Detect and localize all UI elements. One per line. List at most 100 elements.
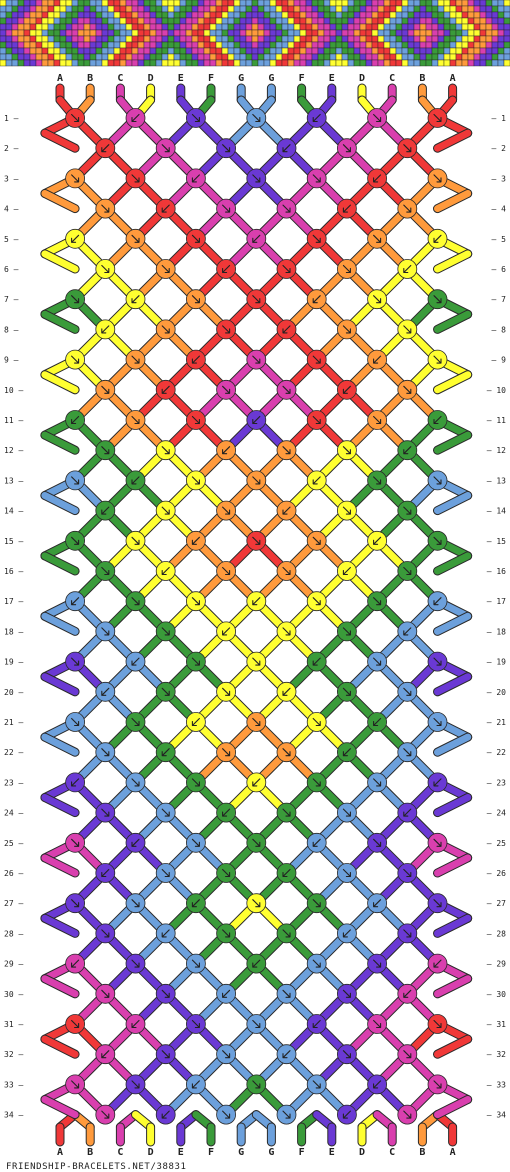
header-cell — [413, 5, 421, 13]
header-cell — [47, 5, 55, 13]
knot — [246, 953, 267, 974]
header-cell — [425, 41, 433, 49]
header-cell — [359, 53, 367, 61]
header-cell — [299, 47, 307, 55]
knot-direction-arrow-icon — [282, 627, 291, 636]
knot-direction-arrow-icon — [71, 899, 80, 908]
header-cell — [299, 41, 307, 49]
edge-thread — [41, 733, 79, 756]
header-cell — [413, 35, 421, 43]
header-cell — [425, 47, 433, 55]
edge-thread — [41, 975, 79, 998]
row-number-right: — 19 — [487, 658, 506, 667]
header-cell — [365, 41, 373, 49]
header-cell — [137, 47, 145, 55]
knot — [397, 379, 418, 400]
header-cell — [59, 41, 67, 49]
header-cell — [413, 59, 421, 67]
header-cell — [83, 41, 91, 49]
header-cell — [185, 29, 193, 37]
knot — [397, 681, 418, 702]
edge-thread — [434, 612, 472, 635]
header-cell — [245, 23, 253, 31]
knot — [65, 410, 85, 430]
header-cell — [365, 0, 373, 7]
header-cell — [23, 41, 31, 49]
header-cell — [497, 47, 505, 55]
header-cell — [491, 17, 499, 25]
header-cell — [455, 59, 463, 67]
header-cell — [107, 29, 115, 37]
knot — [427, 953, 448, 974]
knot — [336, 742, 357, 763]
row-number-right: — 10 — [487, 386, 506, 395]
knot — [336, 138, 357, 159]
knot-direction-arrow-icon — [433, 597, 442, 606]
header-cell — [257, 17, 265, 25]
header-cell — [491, 5, 499, 13]
knot-direction-arrow-icon — [342, 687, 351, 696]
header-cell — [425, 5, 433, 13]
header-cell — [287, 11, 295, 19]
header-cell — [143, 41, 151, 49]
row-number-right: — 1 — [492, 114, 507, 123]
header-cell — [383, 47, 391, 55]
header-cell — [341, 5, 349, 13]
header-cell — [467, 41, 475, 49]
knot-direction-arrow-icon — [312, 778, 321, 787]
bottom-strand-label: E — [329, 1147, 335, 1158]
header-cell — [53, 59, 61, 67]
knot-direction-arrow-icon — [161, 566, 170, 576]
knot — [306, 651, 327, 672]
bottom-strand-label: G — [238, 1147, 244, 1158]
header-cell — [197, 5, 205, 13]
header-cell — [257, 5, 265, 13]
row-number-right: — 16 — [487, 567, 506, 576]
knot — [427, 530, 448, 551]
row-number-left: 4 — — [4, 205, 19, 214]
header-cell — [335, 35, 343, 43]
header-cell — [107, 11, 115, 19]
row-number-right: — 7 — [492, 295, 507, 304]
header-cell — [71, 41, 79, 49]
header-cell — [401, 23, 409, 31]
header-cell — [221, 5, 229, 13]
header-cell — [59, 35, 67, 43]
edge-thread — [41, 492, 79, 515]
header-cell — [443, 23, 451, 31]
header-cell — [245, 41, 253, 49]
header-cell — [179, 59, 187, 67]
header-cell — [377, 29, 385, 37]
header-cell — [395, 53, 403, 61]
row-number-left: 1 — — [4, 114, 19, 123]
header-cell — [323, 35, 331, 43]
row-number-left: 8 — — [4, 325, 19, 334]
header-cell — [473, 17, 481, 25]
knot — [397, 923, 418, 944]
header-cell — [47, 23, 55, 31]
knot-direction-arrow-icon — [403, 144, 412, 153]
header-cell — [131, 35, 139, 43]
knot-direction-arrow-icon — [282, 1110, 291, 1119]
knot — [367, 530, 388, 551]
knot-direction-arrow-icon — [282, 687, 291, 696]
row-number-right: — 33 — [487, 1080, 506, 1089]
knot — [155, 1044, 176, 1065]
bottom-strand-label: D — [148, 1147, 154, 1158]
header-cell — [101, 5, 109, 13]
knot — [397, 198, 418, 219]
header-cell — [479, 47, 487, 55]
header-cell — [227, 11, 235, 19]
header-cell — [209, 5, 217, 13]
header-cell — [431, 41, 439, 49]
knot-direction-arrow-icon — [373, 295, 382, 304]
header-cell — [107, 41, 115, 49]
row-number-left: 7 — — [4, 295, 19, 304]
header-cell — [431, 0, 439, 7]
knot-direction-arrow-icon — [222, 446, 231, 455]
header-cell — [191, 23, 199, 31]
header-cell — [413, 0, 421, 7]
knot — [427, 832, 448, 853]
header-cell — [101, 59, 109, 67]
knot-direction-arrow-icon — [342, 446, 351, 455]
